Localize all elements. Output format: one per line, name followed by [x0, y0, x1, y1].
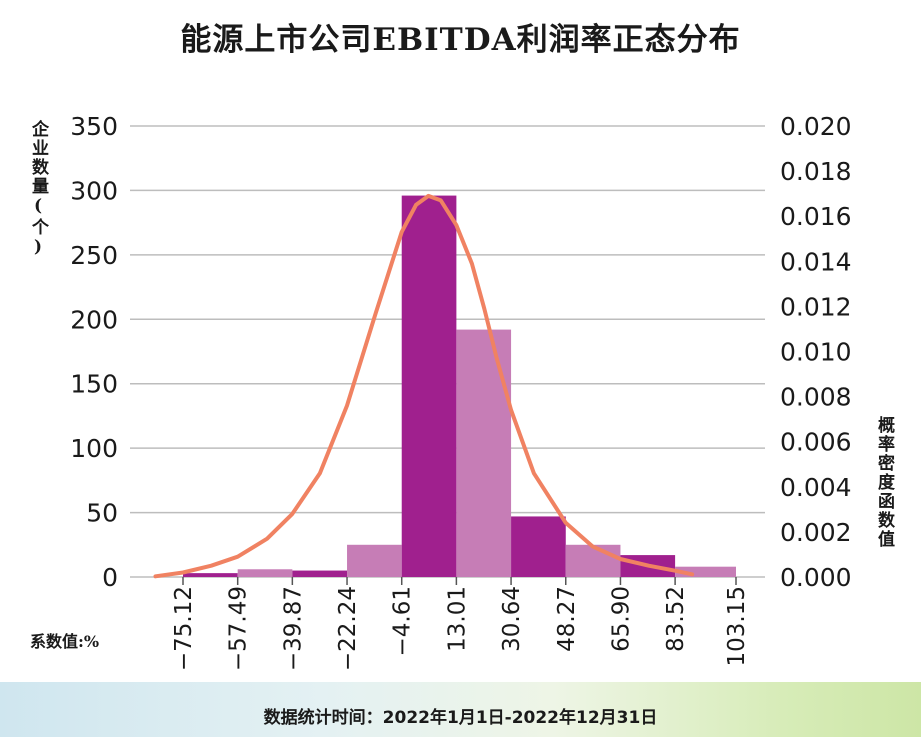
x-tick-label: 13.01 [444, 586, 470, 652]
y2-tick-label: 0.010 [780, 338, 852, 367]
x-tick-label: −39.87 [280, 586, 306, 671]
y-tick-label: 300 [70, 176, 118, 205]
density-curve [153, 193, 695, 579]
histogram-bar [511, 516, 566, 577]
y2-tick-label: 0.004 [780, 473, 852, 502]
histogram-bar [675, 566, 736, 577]
x-tick-label: 83.52 [663, 586, 689, 652]
y2-tick-label: 0.018 [780, 157, 852, 186]
x-tick-label: 48.27 [554, 586, 580, 652]
y2-tick-label: 0.000 [780, 563, 852, 592]
histogram-bar [456, 329, 512, 577]
y-tick-label: 0 [102, 563, 118, 592]
y-axis-label: 企业数量(个) [28, 120, 48, 259]
histogram-bar [183, 573, 238, 577]
y2-axis-label: 概率密度函数值 [874, 416, 894, 549]
x-tick-label: 103.15 [724, 586, 750, 666]
histogram-bars [183, 195, 736, 577]
density-curve-layer [153, 193, 695, 579]
y2-tick-label: 0.008 [780, 383, 852, 412]
histogram-bar [292, 570, 348, 577]
x-tick-label: 65.90 [608, 586, 634, 652]
y2-tick-label: 0.006 [780, 428, 852, 457]
y-tick-label: 250 [70, 241, 118, 270]
chart-title: 能源上市公司EBITDA利润率正态分布 [180, 22, 741, 58]
histogram-bar [401, 195, 457, 577]
footer-banner [0, 682, 921, 737]
histogram-bar [237, 569, 293, 577]
y-tick-label: 200 [70, 305, 118, 334]
y2-tick-label: 0.016 [780, 202, 852, 231]
x-axis-label: 系数值:% [30, 632, 100, 651]
y-tick-label: 150 [70, 370, 118, 399]
y-tick-label: 50 [86, 499, 118, 528]
x-tick-label: 30.64 [499, 586, 525, 652]
y-axis-ticks: 0 50 100 150 200 250 300 350 [70, 112, 118, 592]
y2-tick-label: 0.002 [780, 518, 852, 547]
x-tick-label: −22.24 [335, 586, 361, 671]
y2-tick-label: 0.020 [780, 112, 852, 141]
x-axis-ticks: −75.12 −57.49 −39.87 −22.24 −4.61 13.01 30.64 4… [171, 577, 750, 671]
histogram-bar [565, 544, 621, 577]
y2-tick-label: 0.012 [780, 292, 852, 321]
y-tick-label: 100 [70, 434, 118, 463]
footer-date-range: 数据统计时间：2022年1月1日-2022年12月31日 [263, 708, 658, 728]
histogram-bar [347, 544, 402, 577]
y2-tick-label: 0.014 [780, 247, 852, 276]
x-tick-label: −57.49 [226, 586, 252, 671]
y2-axis-ticks: 0.000 0.002 0.004 0.006 0.008 0.010 0.012 0.014… [780, 112, 852, 592]
y-tick-label: 350 [70, 112, 118, 141]
x-tick-label: −4.61 [390, 586, 416, 656]
x-tick-label: −75.12 [171, 586, 197, 671]
